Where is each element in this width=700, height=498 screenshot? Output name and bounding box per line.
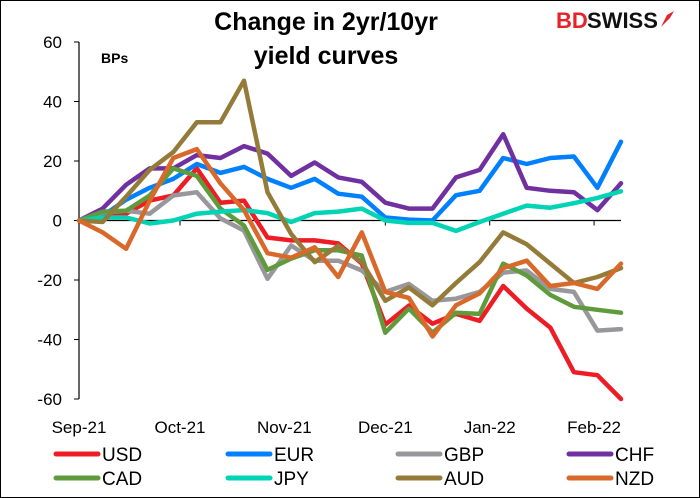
y-tick-label: -60	[37, 390, 62, 409]
legend-label: CHF	[615, 445, 654, 466]
x-tick-label: Feb-22	[567, 418, 621, 437]
y-tick-label: 0	[53, 212, 62, 231]
legend-item-jpy: JPY	[225, 469, 309, 490]
legend-item-eur: EUR	[225, 445, 314, 466]
y-tick-label: 20	[43, 152, 62, 171]
logo: BD SWISS	[556, 8, 674, 33]
logo-arrow-icon	[661, 11, 674, 27]
legend-label: JPY	[274, 469, 309, 490]
x-tick-label: Nov-21	[257, 418, 312, 437]
y-tick-label: -40	[37, 331, 62, 350]
legend-label: CAD	[102, 469, 142, 490]
logo-text-red: BD	[556, 8, 588, 33]
legend-item-usd: USD	[53, 445, 142, 466]
logo-text-black: SWISS	[587, 8, 658, 33]
legend-item-gbp: GBP	[395, 445, 484, 466]
series-line-eur	[76, 139, 624, 223]
series-line-gbp	[76, 189, 624, 333]
x-tick-label: Dec-21	[358, 418, 413, 437]
legend-label: AUD	[444, 469, 484, 490]
x-tick-label: Jan-22	[464, 418, 516, 437]
legend-label: GBP	[444, 445, 484, 466]
x-tick-label: Sep-21	[52, 418, 107, 437]
x-tick-label: Oct-21	[154, 418, 205, 437]
legend-item-chf: CHF	[566, 445, 654, 466]
chart-title-line-2: yield curves	[254, 42, 399, 70]
y-tick-label: 40	[43, 93, 62, 112]
series-line-jpy	[76, 189, 624, 234]
legend-label: USD	[102, 445, 142, 466]
series-line-nzd	[76, 146, 624, 339]
y-axis-label: BPs	[101, 50, 128, 66]
legend-label: EUR	[274, 445, 314, 466]
chart-title-line-1: Change in 2yr/10yr	[214, 8, 438, 36]
legend-item-aud: AUD	[395, 469, 484, 490]
y-tick-label: 60	[43, 33, 62, 52]
legend-item-nzd: NZD	[566, 469, 654, 490]
legend-label: NZD	[615, 469, 654, 490]
legend-item-cad: CAD	[53, 469, 142, 490]
y-tick-label: -20	[37, 271, 62, 290]
